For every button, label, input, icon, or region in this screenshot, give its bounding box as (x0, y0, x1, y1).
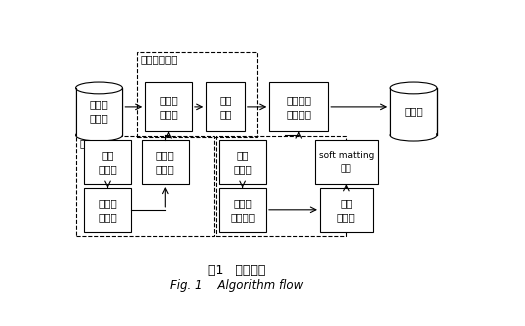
FancyBboxPatch shape (145, 82, 192, 131)
Text: soft matting
优化: soft matting 优化 (319, 151, 374, 173)
Bar (76, 88, 122, 135)
Text: 计算
暗图像: 计算 暗图像 (233, 150, 252, 174)
Text: Fig. 1    Algorithm flow: Fig. 1 Algorithm flow (170, 279, 303, 292)
Text: 确定阴
影区域: 确定阴 影区域 (159, 95, 178, 119)
Text: 去除
阴影: 去除 阴影 (219, 95, 232, 119)
Text: 高程图: 高程图 (404, 107, 423, 116)
Ellipse shape (390, 129, 437, 141)
Text: 计算
高程图: 计算 高程图 (337, 198, 356, 222)
Ellipse shape (390, 82, 437, 94)
Text: 计算高程图: 计算高程图 (219, 138, 250, 148)
Text: 处理阴影区域: 处理阴影区域 (140, 54, 177, 64)
FancyBboxPatch shape (206, 82, 245, 131)
FancyBboxPatch shape (219, 188, 266, 232)
FancyBboxPatch shape (84, 188, 131, 232)
Text: 暗通道计
算高程图: 暗通道计 算高程图 (286, 95, 311, 119)
Ellipse shape (76, 82, 122, 94)
FancyBboxPatch shape (219, 140, 266, 184)
Bar (390, 88, 437, 135)
Text: 确定阴
影区域: 确定阴 影区域 (98, 198, 117, 222)
Text: 图1   算法流程: 图1 算法流程 (208, 263, 265, 276)
FancyBboxPatch shape (315, 140, 378, 184)
Ellipse shape (76, 129, 122, 141)
Text: 遥感山
脉图像: 遥感山 脉图像 (90, 99, 108, 124)
Bar (76, 88, 122, 135)
FancyBboxPatch shape (320, 188, 373, 232)
FancyBboxPatch shape (142, 140, 188, 184)
Text: 估计空
气光向量: 估计空 气光向量 (230, 198, 255, 222)
Text: 优化阴
影区域: 优化阴 影区域 (156, 150, 175, 174)
FancyBboxPatch shape (84, 140, 131, 184)
FancyBboxPatch shape (269, 82, 328, 131)
Bar (391, 88, 436, 135)
Text: 确定
阴影点: 确定 阴影点 (98, 150, 117, 174)
Text: 确定阴影区域: 确定阴影区域 (79, 138, 117, 148)
